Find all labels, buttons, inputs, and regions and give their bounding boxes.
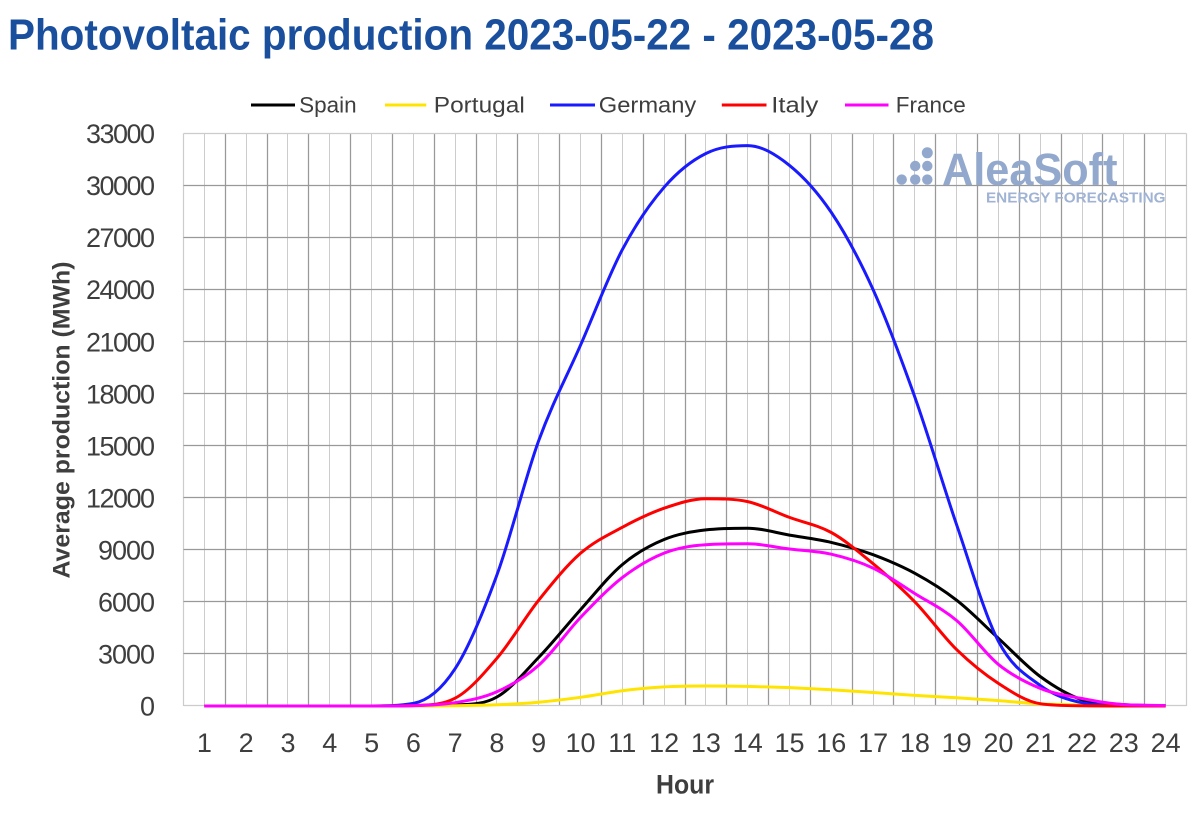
svg-text:ENERGY FORECASTING: ENERGY FORECASTING [986,191,1166,207]
svg-text:11: 11 [608,728,636,758]
svg-text:21000: 21000 [86,327,155,357]
svg-text:0: 0 [140,692,155,722]
svg-text:33000: 33000 [86,119,155,149]
svg-text:16: 16 [816,728,846,758]
svg-text:24000: 24000 [86,275,155,305]
svg-text:7: 7 [448,728,463,758]
svg-text:9: 9 [531,728,546,758]
svg-text:20: 20 [983,728,1013,758]
svg-text:3: 3 [280,728,295,758]
svg-text:2: 2 [239,728,254,758]
svg-text:Average production (MWh): Average production (MWh) [49,262,76,579]
svg-text:15000: 15000 [86,431,155,461]
svg-text:9000: 9000 [98,536,155,566]
svg-text:AleaSoft: AleaSoft [942,144,1118,195]
svg-text:19: 19 [942,728,972,758]
svg-text:4: 4 [322,728,337,758]
svg-text:Hour: Hour [656,769,714,799]
svg-text:27000: 27000 [86,223,155,253]
svg-text:1: 1 [197,728,212,758]
svg-text:30000: 30000 [86,171,155,201]
svg-text:24: 24 [1151,728,1181,758]
svg-text:Portugal: Portugal [434,93,525,118]
svg-text:5: 5 [364,728,379,758]
svg-text:Spain: Spain [299,93,357,118]
svg-text:6000: 6000 [98,588,155,618]
svg-text:21: 21 [1025,728,1055,758]
svg-text:15: 15 [774,728,804,758]
svg-text:13: 13 [691,728,721,758]
svg-text:14: 14 [733,728,763,758]
svg-text:12000: 12000 [86,483,155,513]
svg-text:8: 8 [489,728,504,758]
svg-text:17: 17 [858,728,888,758]
svg-text:3000: 3000 [98,640,155,670]
svg-text:12: 12 [649,728,679,758]
svg-text:Photovoltaic production 2023-0: Photovoltaic production 2023-05-22 - 202… [8,11,934,60]
svg-text:18: 18 [900,728,930,758]
svg-text:18000: 18000 [86,379,155,409]
svg-text:10: 10 [565,728,595,758]
svg-text:Germany: Germany [599,93,697,118]
svg-text:6: 6 [406,728,421,758]
svg-text:France: France [896,93,966,118]
svg-text:Italy: Italy [771,93,818,118]
svg-text:22: 22 [1067,728,1097,758]
svg-text:23: 23 [1109,728,1139,758]
